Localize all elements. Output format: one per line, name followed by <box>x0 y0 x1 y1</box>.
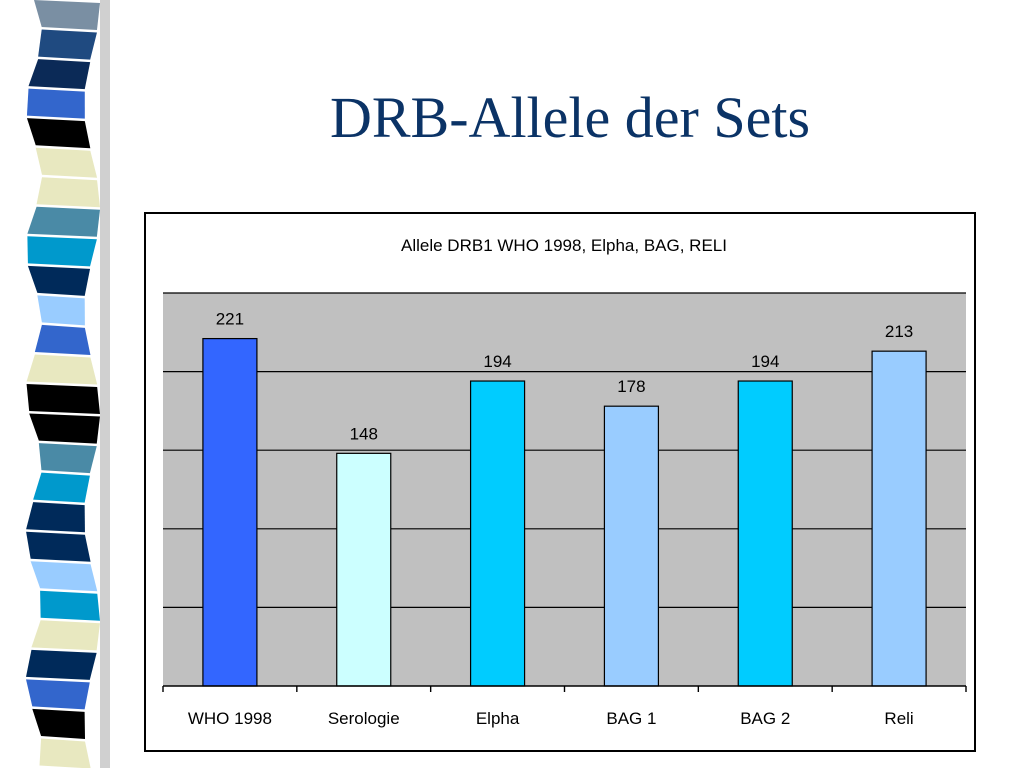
slide-title: DRB-Allele der Sets <box>329 85 811 150</box>
stripe-shadow <box>100 0 110 768</box>
stripe-segment <box>37 295 85 326</box>
data-label: 221 <box>216 310 244 329</box>
chart-frame: Allele DRB1 WHO 1998, Elpha, BAG, RELI 2… <box>144 212 976 752</box>
stripe-segment <box>38 443 97 474</box>
data-label: 178 <box>617 377 645 396</box>
stripe-segment <box>32 708 86 739</box>
x-tick-label: BAG 2 <box>740 709 790 728</box>
stripe-segment <box>40 590 100 621</box>
bar <box>202 337 258 687</box>
data-label: 148 <box>350 424 378 443</box>
stripe-segment <box>26 88 85 119</box>
plot-area <box>163 293 966 686</box>
stripe-segment <box>30 561 98 592</box>
bar <box>469 380 526 687</box>
stripe-segment <box>26 679 90 710</box>
x-tick-label: WHO 1998 <box>188 709 272 728</box>
data-label: 194 <box>751 352 779 371</box>
stripe-segment <box>36 177 100 208</box>
stripe-segment <box>34 0 100 31</box>
x-tick-label: Elpha <box>476 709 520 728</box>
x-tick-label: BAG 1 <box>606 709 656 728</box>
x-tick-label: Reli <box>884 709 913 728</box>
bar <box>603 405 660 687</box>
bar <box>737 380 793 687</box>
x-tick-label: Serologie <box>328 709 400 728</box>
stripe-segment <box>38 29 97 60</box>
stripe-segment <box>33 472 90 503</box>
data-label: 213 <box>885 322 913 341</box>
stripe-segment <box>26 354 98 385</box>
stripe-segment <box>27 206 100 237</box>
data-label: 194 <box>483 352 511 371</box>
stripe-segment <box>26 384 100 415</box>
stripe-segment <box>34 324 91 355</box>
chart-title: Allele DRB1 WHO 1998, Elpha, BAG, RELI <box>401 236 727 255</box>
stripe-segment <box>27 265 91 296</box>
stripe-segment <box>26 502 85 533</box>
stripe-segment <box>28 59 91 90</box>
stripe-segment <box>27 236 97 267</box>
stripe-segment <box>31 620 100 651</box>
bar <box>871 350 927 687</box>
bar <box>336 452 392 687</box>
stripe-segment <box>35 147 98 178</box>
stripe-segment <box>39 738 91 768</box>
bar-chart: Allele DRB1 WHO 1998, Elpha, BAG, RELI 2… <box>162 236 967 728</box>
stripe-segment <box>26 118 91 149</box>
stripe-segment <box>26 531 91 562</box>
stripe-segment <box>26 649 97 680</box>
stripe-segment <box>29 413 100 444</box>
decorative-stripe <box>26 0 110 768</box>
